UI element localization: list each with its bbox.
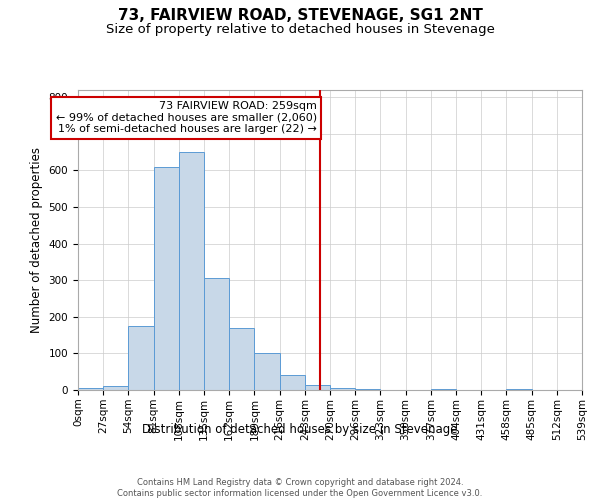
Text: Contains HM Land Registry data © Crown copyright and database right 2024.
Contai: Contains HM Land Registry data © Crown c… [118, 478, 482, 498]
Text: 73 FAIRVIEW ROAD: 259sqm
← 99% of detached houses are smaller (2,060)
1% of semi: 73 FAIRVIEW ROAD: 259sqm ← 99% of detach… [56, 101, 317, 134]
Bar [229, 328, 254, 390]
Bar [78, 388, 103, 390]
Y-axis label: Number of detached properties: Number of detached properties [30, 147, 43, 333]
Bar [254, 354, 280, 390]
Bar [154, 167, 179, 390]
Bar [204, 278, 229, 390]
Bar [280, 374, 305, 390]
Bar [330, 388, 355, 390]
Text: Size of property relative to detached houses in Stevenage: Size of property relative to detached ho… [106, 22, 494, 36]
Bar [355, 389, 380, 390]
Bar [103, 386, 128, 390]
Bar [431, 389, 456, 390]
Bar [128, 326, 154, 390]
Text: Distribution of detached houses by size in Stevenage: Distribution of detached houses by size … [142, 422, 458, 436]
Bar [179, 152, 204, 390]
Text: 73, FAIRVIEW ROAD, STEVENAGE, SG1 2NT: 73, FAIRVIEW ROAD, STEVENAGE, SG1 2NT [118, 8, 482, 22]
Bar [305, 384, 330, 390]
